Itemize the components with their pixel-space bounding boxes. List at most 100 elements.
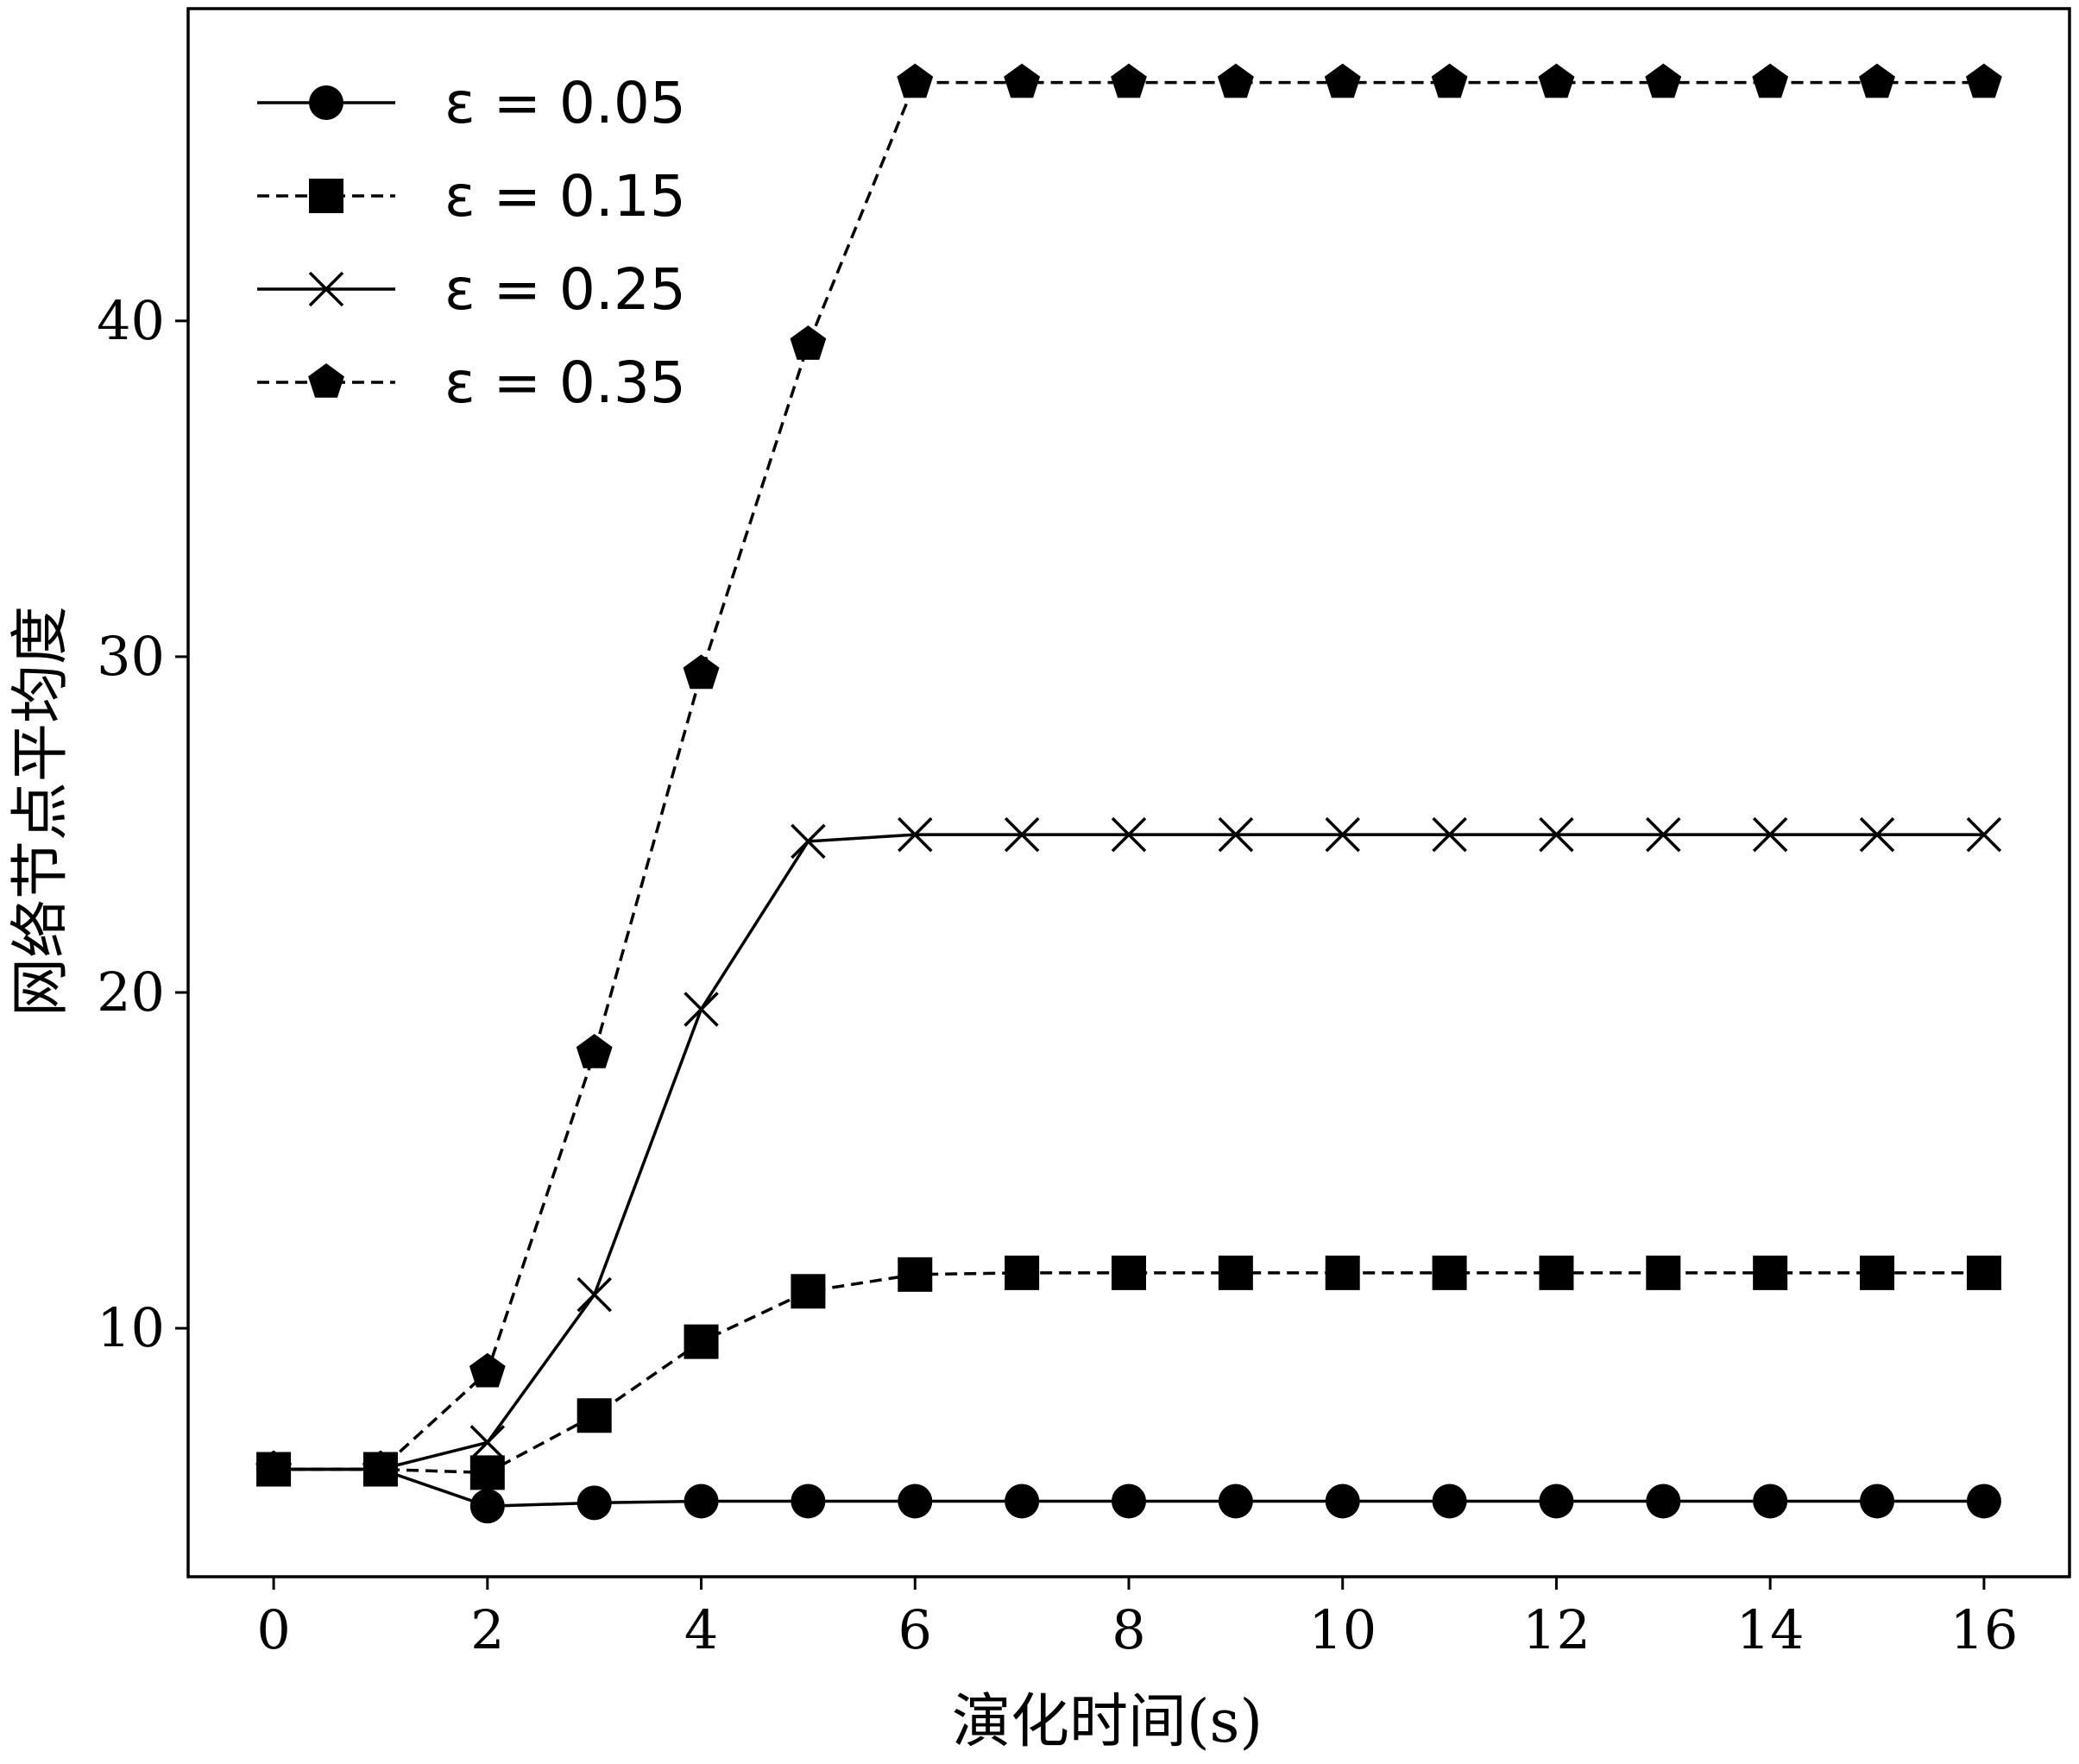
legend-label-3: ε = 0.35 bbox=[444, 350, 686, 416]
data-point-0-9 bbox=[1218, 1484, 1253, 1519]
data-point-2-10 bbox=[1325, 816, 1360, 853]
x-tick-label-6: 12 bbox=[1522, 1598, 1591, 1661]
series-0 bbox=[256, 1452, 2001, 1524]
data-point-2-3 bbox=[576, 1276, 612, 1313]
data-point-1-7 bbox=[1005, 1255, 1040, 1290]
data-point-3-10 bbox=[1324, 63, 1361, 98]
data-point-2-7 bbox=[1004, 816, 1040, 853]
data-point-3-2 bbox=[469, 1352, 506, 1388]
x-tick-label-7: 14 bbox=[1736, 1598, 1805, 1661]
legend-entry-3: ε = 0.35 bbox=[257, 350, 686, 416]
data-point-3-4 bbox=[683, 654, 720, 690]
data-point-0-2 bbox=[469, 1489, 505, 1524]
data-point-2-4 bbox=[684, 992, 719, 1027]
data-point-3-15 bbox=[1859, 63, 1895, 98]
plot-area bbox=[255, 63, 2002, 1524]
data-point-1-10 bbox=[1325, 1255, 1360, 1290]
data-point-1-6 bbox=[898, 1257, 933, 1292]
x-tick-label-3: 6 bbox=[898, 1598, 932, 1661]
y-tick-label-1: 20 bbox=[97, 961, 165, 1024]
data-point-1-4 bbox=[684, 1324, 719, 1359]
series-line-2 bbox=[274, 833, 1984, 1471]
x-axis-title: 演化时间(s) bbox=[952, 1688, 1263, 1756]
data-point-3-6 bbox=[897, 63, 934, 98]
legend-marker-3 bbox=[308, 363, 344, 398]
y-tick-label-3: 40 bbox=[97, 289, 165, 352]
data-point-1-5 bbox=[791, 1274, 826, 1309]
series-line-1 bbox=[274, 1271, 1984, 1475]
data-point-2-5 bbox=[791, 823, 826, 860]
data-point-3-13 bbox=[1645, 63, 1682, 98]
data-point-3-12 bbox=[1538, 63, 1575, 98]
legend: ε = 0.05 ε = 0.15 ε = 0.25 ε = 0.35 bbox=[257, 70, 686, 416]
data-point-2-15 bbox=[1859, 816, 1895, 853]
y-axis-title: 网络节点平均度 bbox=[7, 606, 75, 1017]
x-tick-label-0: 0 bbox=[256, 1598, 290, 1661]
data-point-1-15 bbox=[1860, 1255, 1895, 1290]
data-point-0-4 bbox=[684, 1484, 719, 1519]
legend-entry-2: ε = 0.25 bbox=[257, 256, 686, 323]
data-point-1-3 bbox=[576, 1398, 612, 1433]
data-point-1-13 bbox=[1646, 1255, 1681, 1290]
x-tick-label-2: 4 bbox=[684, 1598, 718, 1661]
data-point-0-7 bbox=[1005, 1484, 1040, 1519]
data-point-1-14 bbox=[1753, 1255, 1788, 1290]
data-point-0-3 bbox=[576, 1485, 612, 1521]
x-tick-label-1: 2 bbox=[470, 1598, 504, 1661]
data-point-0-11 bbox=[1432, 1484, 1467, 1519]
data-point-2-9 bbox=[1218, 816, 1254, 853]
data-point-0-16 bbox=[1966, 1484, 2001, 1519]
data-point-3-11 bbox=[1431, 63, 1468, 98]
series-2 bbox=[255, 816, 2002, 1487]
data-point-2-14 bbox=[1752, 816, 1788, 853]
legend-entry-1: ε = 0.15 bbox=[257, 163, 686, 230]
data-point-2-12 bbox=[1539, 816, 1574, 853]
data-point-0-13 bbox=[1646, 1484, 1681, 1519]
legend-label-2: ε = 0.25 bbox=[444, 256, 686, 323]
data-point-2-13 bbox=[1646, 816, 1681, 853]
data-point-3-7 bbox=[1004, 63, 1041, 98]
data-point-1-8 bbox=[1112, 1255, 1146, 1290]
data-point-3-1 bbox=[362, 1450, 399, 1485]
data-point-1-16 bbox=[1966, 1255, 2001, 1290]
data-point-2-8 bbox=[1111, 816, 1147, 853]
legend-marker-2 bbox=[308, 271, 344, 307]
data-point-1-9 bbox=[1218, 1255, 1253, 1290]
data-point-3-8 bbox=[1111, 63, 1147, 98]
y-tick-label-0: 10 bbox=[97, 1296, 165, 1359]
x-tick-label-8: 16 bbox=[1950, 1598, 2018, 1661]
data-point-1-2 bbox=[469, 1455, 505, 1490]
legend-label-1: ε = 0.15 bbox=[444, 163, 686, 230]
data-point-0-15 bbox=[1860, 1484, 1895, 1519]
data-point-2-11 bbox=[1432, 816, 1467, 853]
data-point-3-16 bbox=[1966, 63, 2002, 98]
data-point-3-0 bbox=[255, 1450, 292, 1485]
data-point-0-6 bbox=[898, 1484, 933, 1519]
data-point-2-2 bbox=[469, 1425, 506, 1460]
data-point-0-5 bbox=[791, 1484, 826, 1519]
data-point-0-10 bbox=[1325, 1484, 1360, 1519]
data-point-0-12 bbox=[1539, 1484, 1574, 1519]
data-point-2-16 bbox=[1966, 816, 2002, 853]
x-tick-label-4: 8 bbox=[1112, 1598, 1145, 1661]
data-point-3-3 bbox=[576, 1034, 613, 1068]
legend-label-0: ε = 0.05 bbox=[444, 70, 686, 136]
data-point-3-9 bbox=[1217, 63, 1254, 98]
data-point-2-6 bbox=[898, 816, 933, 853]
data-point-3-14 bbox=[1752, 63, 1789, 98]
y-tick-label-2: 30 bbox=[97, 625, 165, 688]
data-point-1-12 bbox=[1539, 1255, 1574, 1290]
data-point-0-14 bbox=[1753, 1484, 1788, 1519]
legend-entry-0: ε = 0.05 bbox=[257, 70, 686, 136]
axes: 0 2 4 6 8 10 12 14 16 10 20 30 40 bbox=[97, 7, 2071, 1661]
legend-marker-0 bbox=[309, 85, 343, 120]
x-tick-label-5: 10 bbox=[1308, 1598, 1377, 1661]
data-point-0-8 bbox=[1112, 1484, 1146, 1519]
series-3 bbox=[255, 63, 2002, 1485]
series-1 bbox=[256, 1255, 2001, 1490]
legend-marker-1 bbox=[309, 179, 343, 213]
data-point-1-11 bbox=[1432, 1255, 1467, 1290]
data-point-3-5 bbox=[790, 325, 827, 360]
plot-frame bbox=[186, 7, 2071, 1578]
